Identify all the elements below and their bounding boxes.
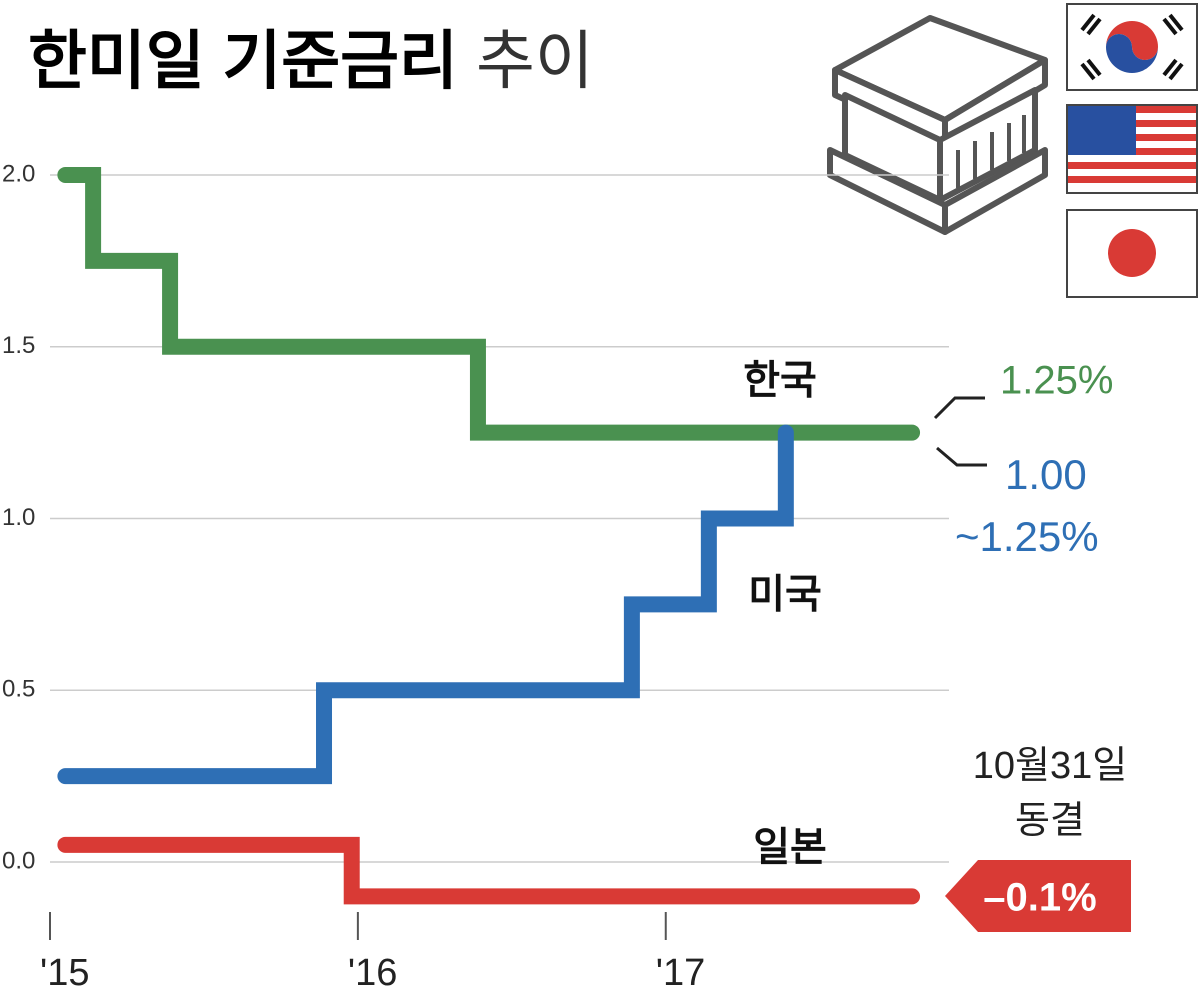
korea-flag (1066, 3, 1198, 91)
japan-flag (1066, 209, 1198, 298)
series-label: 일본 (753, 826, 827, 870)
subtitle: 추이 (476, 25, 594, 97)
x-tick-label: '16 (348, 952, 398, 994)
connector (933, 396, 987, 467)
bank-icon (827, 15, 1048, 235)
series-label: 한국 (743, 359, 817, 403)
value-tag (945, 860, 1131, 932)
y-tick-label: 0.5 (2, 676, 35, 703)
x-tick-label: '15 (40, 952, 90, 994)
y-tick-label: 2.0 (2, 160, 35, 187)
y-tick-label: 0.0 (2, 847, 35, 874)
annotation: 1.00 (1005, 451, 1087, 498)
annotation: 1.25% (1000, 359, 1113, 403)
step-line (57, 424, 794, 785)
annotation: 동결 (1015, 800, 1085, 842)
annotation: –0.1% (983, 876, 1096, 920)
step-line (57, 166, 921, 441)
x-tick-label: '17 (656, 952, 706, 994)
y-tick-label: 1.0 (2, 504, 35, 531)
series-label: 미국 (748, 573, 822, 617)
step-line (57, 836, 921, 905)
us-flag (1066, 104, 1198, 194)
annotation: 10월31일 (973, 745, 1127, 787)
annotation: ~1.25% (955, 513, 1099, 560)
chart-title: 한미일 기준금리 추이 (28, 25, 594, 97)
title: 한미일 기준금리 (28, 25, 458, 97)
y-tick-label: 1.5 (2, 332, 35, 359)
